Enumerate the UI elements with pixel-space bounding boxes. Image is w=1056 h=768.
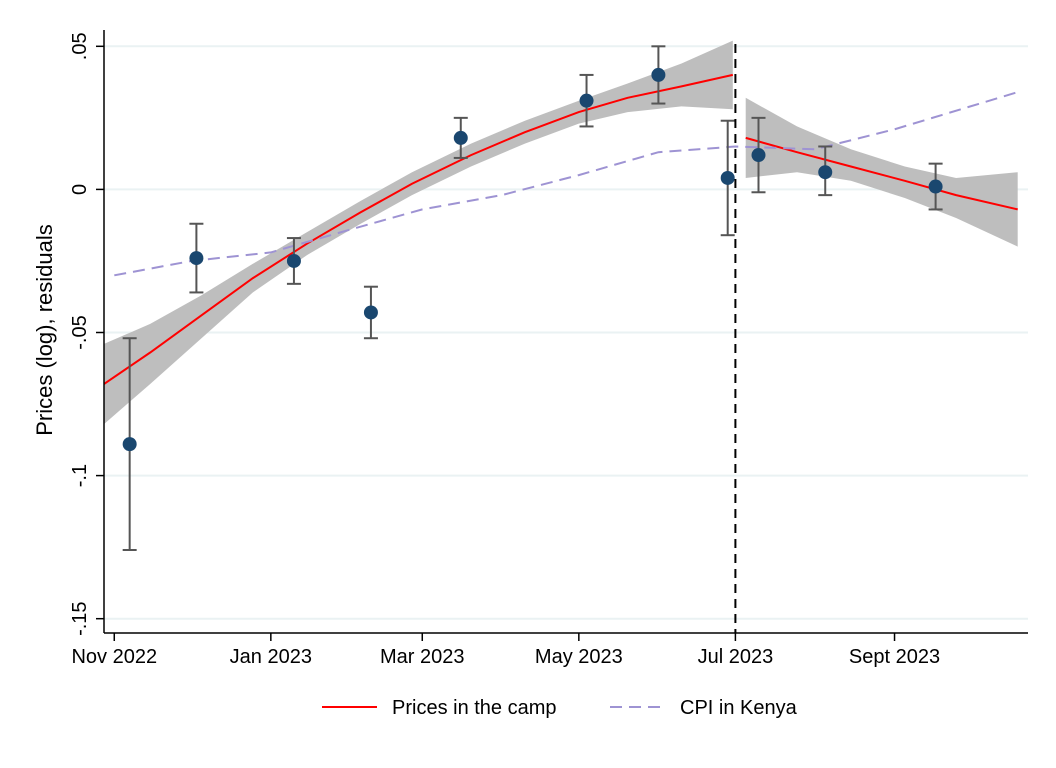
confidence-band-fit_pre [104, 40, 733, 425]
data-point [363, 305, 378, 320]
confidence-band-fit_post [745, 97, 1018, 247]
x-tick-label: Jul 2023 [698, 646, 774, 668]
legend: Prices in the camp CPI in Kenya [322, 697, 798, 719]
y-tick-label: -.05 [69, 315, 91, 349]
axes: .05 0 -.05 -.1 -.15 Nov 2022 Jan 2023 Mar 2023 M… [69, 30, 1028, 668]
data-point [928, 179, 943, 194]
y-tick-label: -.15 [69, 601, 91, 635]
y-axis-title: Prices (log), residuals [32, 224, 57, 436]
confidence-bands [104, 40, 1018, 425]
gridlines [104, 45, 1028, 620]
y-tick-label: -.1 [69, 464, 91, 487]
fit-line-fit_pre [103, 73, 734, 385]
data-point [751, 148, 766, 163]
y-tick-label: .05 [69, 32, 91, 60]
x-tick-label: Mar 2023 [380, 646, 465, 668]
legend-label: Prices in the camp [392, 697, 557, 719]
x-tick-label: May 2023 [535, 646, 623, 668]
data-points [122, 45, 943, 552]
x-tick-label: Sept 2023 [849, 646, 940, 668]
data-point [579, 93, 594, 108]
data-point [651, 67, 666, 82]
y-tick-label: 0 [69, 184, 91, 195]
data-point [720, 170, 735, 185]
x-tick-label: Nov 2022 [71, 646, 157, 668]
data-point [286, 253, 301, 268]
data-point [189, 251, 204, 266]
x-tick-label: Jan 2023 [230, 646, 312, 668]
data-point [122, 437, 137, 452]
fit-line-fit_post [745, 136, 1018, 211]
data-point [818, 165, 833, 180]
data-point [453, 130, 468, 145]
legend-label: CPI in Kenya [680, 697, 798, 719]
